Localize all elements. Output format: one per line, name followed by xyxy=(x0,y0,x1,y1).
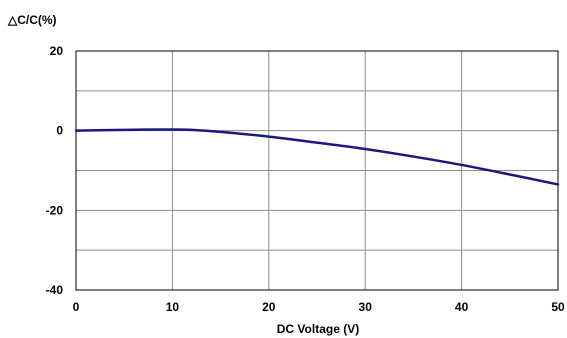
y-tick-labels: 20 0 -20 -40 xyxy=(46,44,64,297)
y-tick-label: -40 xyxy=(46,283,64,297)
x-tick-label: 0 xyxy=(73,300,80,314)
x-tick-label: 50 xyxy=(551,300,565,314)
x-axis-title: DC Voltage (V) xyxy=(277,322,359,336)
y-tick-label: 20 xyxy=(50,44,64,58)
x-tick-label: 40 xyxy=(455,300,469,314)
x-tick-label: 10 xyxy=(166,300,180,314)
series-line xyxy=(74,128,560,186)
y-axis-title: △C/C(%) xyxy=(7,13,57,27)
plot-frame xyxy=(75,50,559,291)
y-tick-label: 0 xyxy=(56,124,63,138)
x-tick-label: 30 xyxy=(359,300,373,314)
x-tick-labels: 0 10 20 30 40 50 xyxy=(73,300,565,314)
x-tick-label: 20 xyxy=(262,300,276,314)
y-tick-label: -20 xyxy=(46,203,64,217)
